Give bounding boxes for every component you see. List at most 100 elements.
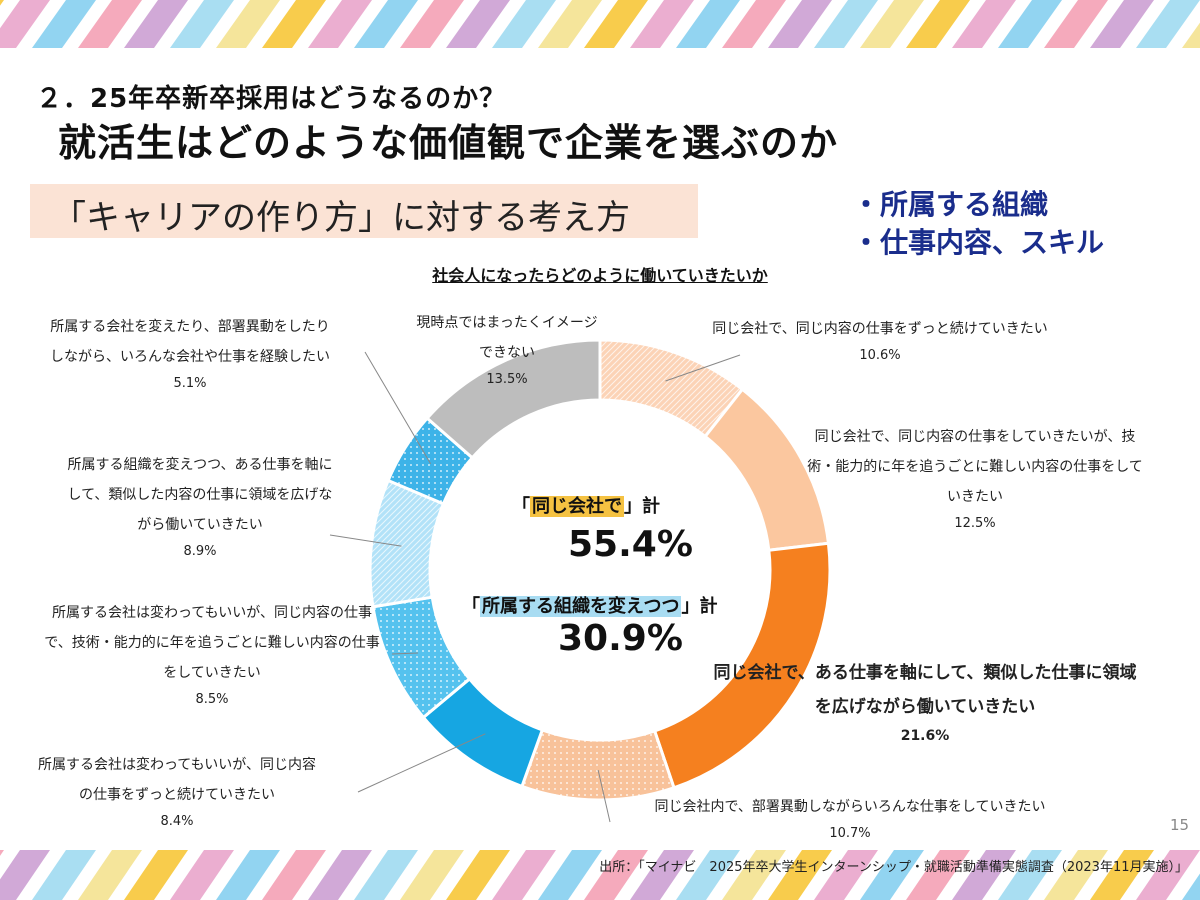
slice-label-line: を広げながら働いていきたい	[814, 697, 1036, 717]
decor-stripe	[998, 850, 1062, 900]
slice-label-line: 所属する会社は変わってもいいが、同じ内容	[37, 757, 317, 773]
leader-line	[597, 769, 611, 823]
page-number: 15	[1170, 816, 1190, 834]
slice-label-line: して、類似した内容の仕事に領域を広げな	[67, 487, 333, 503]
summary-same-company-value: 55.4%	[568, 524, 693, 565]
decor-stripe	[1136, 0, 1200, 48]
slice-label-various-experiences: 所属する会社を変えたり、部署異動をしたり しながら、いろんな会社や仕事を経験した…	[10, 312, 370, 396]
decor-stripe	[906, 0, 970, 48]
decor-stripe	[124, 0, 188, 48]
page-title: 就活生はどのような価値観で企業を選ぶのか	[58, 121, 839, 165]
bullet-list: ・所属する組織 ・仕事内容、スキル	[852, 186, 1104, 262]
summary-same-company-label: 「同じ会社で 」計	[512, 492, 660, 518]
slice-label-same-company-same-job: 同じ会社で、同じ内容の仕事をずっと続けていきたい 10.6%	[700, 314, 1060, 368]
slice-label-line: 所属する組織を変えつつ、ある仕事を軸に	[67, 457, 333, 473]
decor-stripe	[170, 850, 234, 900]
slice-value: 10.6%	[859, 348, 901, 363]
slice-label-change-company-same-job: 所属する会社は変わってもいいが、同じ内容 の仕事をずっと続けていきたい 8.4%	[2, 750, 352, 834]
decor-stripe	[308, 0, 372, 48]
decor-stripe	[400, 0, 464, 48]
slice-value: 21.6%	[900, 728, 950, 744]
decor-stripe	[722, 850, 786, 900]
top-stripe-band	[0, 0, 1200, 48]
decor-stripe	[262, 0, 326, 48]
decor-stripe	[32, 850, 96, 900]
decor-stripe	[1044, 0, 1108, 48]
decor-stripe	[216, 0, 280, 48]
summary-bracket: 」計	[681, 596, 718, 617]
slice-label-change-org-expand-domain: 所属する組織を変えつつ、ある仕事を軸に して、類似した内容の仕事に領域を広げな …	[30, 450, 370, 564]
chart-title: 社会人になったらどのように働いていきたいか	[432, 266, 768, 285]
slice-value: 10.7%	[829, 826, 871, 841]
slice-label-same-company-harder-job: 同じ会社で、同じ内容の仕事をしていきたいが、技 術・能力的に年を追うごとに難しい…	[770, 422, 1180, 536]
slice-label-same-company-transfer: 同じ会社内で、部署異動しながらいろんな仕事をしていきたい 10.7%	[600, 792, 1100, 846]
decor-stripe	[0, 0, 4, 6]
decor-stripe	[262, 850, 326, 900]
decor-stripe	[1044, 850, 1108, 900]
decor-stripe	[0, 850, 50, 900]
decor-stripe	[400, 850, 464, 900]
leader-line	[364, 351, 432, 464]
slice-label-line: しながら、いろんな会社や仕事を経験したい	[50, 349, 330, 365]
slice-label-line: 同じ会社で、同じ内容の仕事をずっと続けていきたい	[712, 321, 1048, 337]
decor-stripe	[492, 0, 556, 48]
summary-change-org-value: 30.9%	[558, 618, 683, 659]
leader-line	[329, 534, 402, 547]
decor-stripe	[170, 0, 234, 48]
slice-value: 12.5%	[954, 516, 996, 531]
slice-label-line: 現時点ではまったくイメージ	[416, 315, 598, 331]
decor-stripe	[814, 850, 878, 900]
decor-stripe	[354, 0, 418, 48]
decor-stripe	[768, 850, 832, 900]
bullet-item: ・所属する組織	[852, 188, 1049, 221]
decor-stripe	[1182, 22, 1200, 48]
slice-label-line: できない	[479, 345, 535, 361]
decor-stripe	[1136, 850, 1200, 900]
section-heading: ２．25年卒新卒採用はどうなるのか？	[36, 84, 507, 114]
slice-value: 8.5%	[195, 692, 229, 707]
summary-bracket: 」計	[624, 496, 660, 517]
leader-line	[391, 652, 419, 655]
slice-value: 13.5%	[486, 372, 528, 387]
summary-change-org-label: 「所属する組織を変えつつ 」計	[462, 592, 717, 618]
decor-stripe	[630, 850, 694, 900]
decor-stripe	[676, 0, 740, 48]
decor-stripe	[446, 0, 510, 48]
decor-stripe	[584, 0, 648, 48]
slice-label-line: で、技術・能力的に年を追うごとに難しい内容の仕事	[44, 635, 380, 651]
decor-stripe	[768, 0, 832, 48]
donut-slice-no-image	[425, 338, 602, 460]
slice-value: 5.1%	[173, 376, 207, 391]
decor-stripe	[216, 850, 280, 900]
decor-stripe	[814, 0, 878, 48]
decor-stripe	[860, 850, 924, 900]
decor-stripe	[78, 0, 142, 48]
decor-stripe	[1090, 850, 1154, 900]
decor-stripe	[998, 0, 1062, 48]
decor-stripe	[584, 850, 648, 900]
slice-value: 8.9%	[183, 544, 217, 559]
slice-label-change-company-harder-job: 所属する会社は変わってもいいが、同じ内容の仕事 で、技術・能力的に年を追うごとに…	[2, 598, 422, 712]
decor-stripe	[446, 850, 510, 900]
slice-label-same-company-expand-domain: 同じ会社で、ある仕事を軸にして、類似した仕事に領域 を広げながら働いていきたい …	[690, 656, 1160, 748]
decor-stripe	[0, 0, 50, 48]
summary-bracket: 「	[512, 496, 530, 517]
slice-label-line: 同じ会社内で、部署異動しながらいろんな仕事をしていきたい	[654, 799, 1046, 815]
slice-label-line: がら働いていきたい	[137, 517, 263, 533]
decor-stripe	[630, 0, 694, 48]
decor-stripe	[722, 0, 786, 48]
source-citation: 出所：「マイナビ 2025年卒大学生インターンシップ・就職活動準備実態調査（20…	[599, 860, 1188, 875]
slice-label-line: 術・能力的に年を追うごとに難しい内容の仕事をして	[807, 459, 1143, 475]
slice-label-line: いきたい	[947, 489, 1003, 505]
slice-label-line: をしていきたい	[163, 665, 261, 681]
decor-stripe	[676, 850, 740, 900]
slice-value: 8.4%	[160, 814, 194, 829]
decor-stripe	[538, 850, 602, 900]
slice-label-line: 同じ会社で、ある仕事を軸にして、類似した仕事に領域	[713, 663, 1137, 683]
decor-stripe	[0, 850, 4, 856]
slice-label-no-image: 現時点ではまったくイメージ できない 13.5%	[382, 308, 632, 392]
decor-stripe	[860, 0, 924, 48]
decor-stripe	[538, 0, 602, 48]
decor-stripe	[354, 850, 418, 900]
